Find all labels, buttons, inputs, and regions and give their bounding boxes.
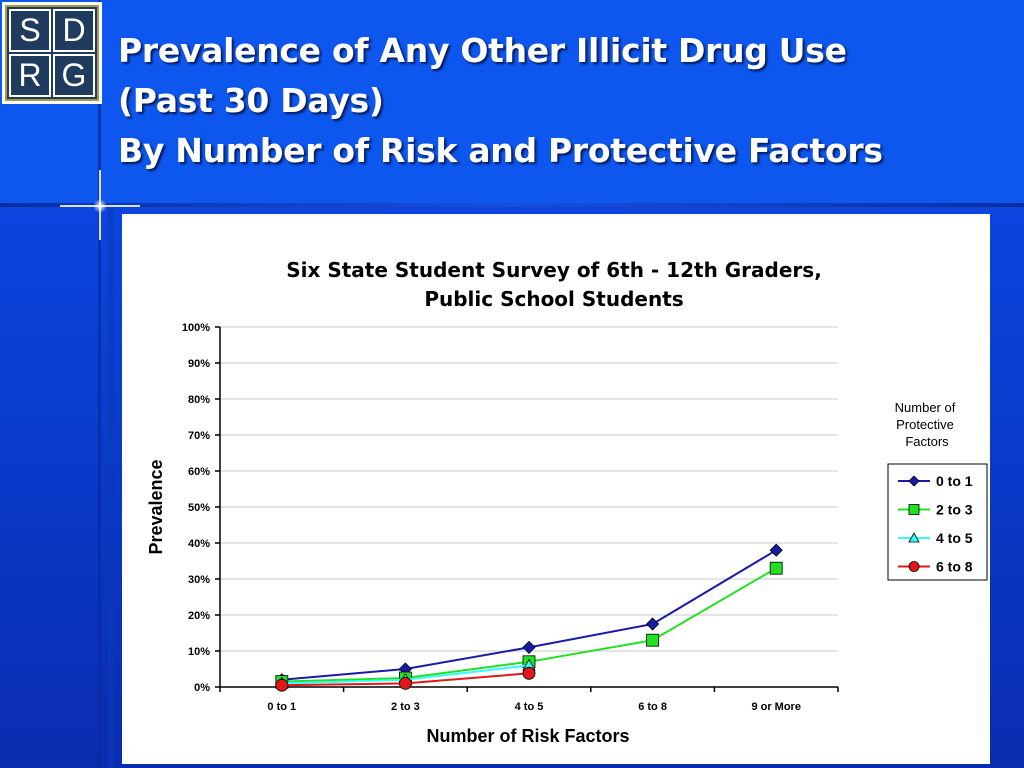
- title-band: [0, 0, 1024, 205]
- x-tick-label: 4 to 5: [515, 701, 544, 713]
- legend-label: 2 to 3: [936, 502, 973, 518]
- logo-letter-r: R: [9, 54, 51, 97]
- logo-letter-g: G: [53, 54, 95, 97]
- y-axis-title: Prevalence: [146, 459, 166, 554]
- slide-title-line-3: By Number of Risk and Protective Factors: [118, 131, 883, 170]
- x-tick-label: 6 to 8: [638, 701, 667, 713]
- legend-marker: [908, 475, 920, 487]
- data-point: [522, 666, 536, 680]
- line-chart: Six State Student Survey of 6th - 12th G…: [146, 258, 988, 746]
- x-tick-label: 0 to 1: [267, 701, 296, 713]
- legend-title-line-2: Protective: [896, 417, 954, 432]
- y-tick-label: 60%: [188, 466, 210, 478]
- x-tick-label: 9 or More: [751, 701, 801, 713]
- slide-title-line-1: Prevalence of Any Other Illicit Drug Use: [118, 31, 847, 70]
- tick-labels: 0% 10% 20% 30% 40% 50% 60% 70% 80% 90% 100% 0 to 1 2…: [182, 322, 801, 713]
- y-tick-label: 30%: [188, 574, 210, 586]
- data-point: [275, 678, 289, 692]
- data-point: [398, 676, 412, 690]
- legend-marker: [908, 504, 920, 515]
- chart-subtitle: Public School Students: [424, 287, 683, 311]
- y-tick-label: 0%: [194, 682, 210, 694]
- y-tick-label: 50%: [188, 502, 210, 514]
- legend-label: 6 to 8: [936, 559, 973, 575]
- logo-letter-s: S: [9, 9, 51, 52]
- y-tick-label: 10%: [188, 646, 210, 658]
- data-point: [522, 640, 536, 654]
- legend-box: [887, 463, 988, 581]
- grid-lines: [220, 326, 838, 652]
- legend-entry: 2 to 3: [898, 502, 973, 518]
- y-tick-label: 100%: [182, 322, 210, 334]
- legend-title-line-1: Number of: [895, 400, 956, 415]
- x-tick-label: 2 to 3: [391, 701, 420, 713]
- slide-title: Prevalence of Any Other Illicit Drug Use…: [118, 26, 1008, 176]
- legend-entry: 4 to 5: [898, 530, 973, 546]
- legend-title-line-3: Factors: [905, 434, 949, 449]
- series-lines: [275, 543, 783, 692]
- legend-marker: [908, 561, 920, 572]
- sdrg-logo: S D R G: [2, 2, 102, 104]
- legend-entry: 0 to 1: [898, 473, 973, 489]
- logo-letter-d: D: [53, 9, 95, 52]
- data-point: [769, 543, 783, 557]
- y-tick-label: 20%: [188, 610, 210, 622]
- legend: Number of Protective Factors 0 to 1 2 to …: [887, 400, 988, 581]
- x-axis-title: Number of Risk Factors: [426, 726, 629, 746]
- series-6-to-8: [275, 666, 536, 692]
- y-tick-label: 70%: [188, 430, 210, 442]
- y-tick-label: 90%: [188, 358, 210, 370]
- chart-panel: Six State Student Survey of 6th - 12th G…: [122, 214, 990, 764]
- axes: [215, 326, 839, 692]
- legend-label: 0 to 1: [936, 473, 973, 489]
- y-tick-label: 80%: [188, 394, 210, 406]
- y-tick-label: 40%: [188, 538, 210, 550]
- sparkle-decoration: [60, 170, 140, 240]
- data-point: [646, 617, 660, 631]
- slide-title-line-2: (Past 30 Days): [118, 81, 384, 120]
- data-point: [769, 561, 783, 575]
- legend-label: 4 to 5: [936, 530, 973, 546]
- chart-title: Six State Student Survey of 6th - 12th G…: [286, 258, 822, 282]
- legend-entry: 6 to 8: [898, 559, 973, 575]
- legend-marker: [908, 532, 920, 543]
- data-point: [646, 633, 659, 647]
